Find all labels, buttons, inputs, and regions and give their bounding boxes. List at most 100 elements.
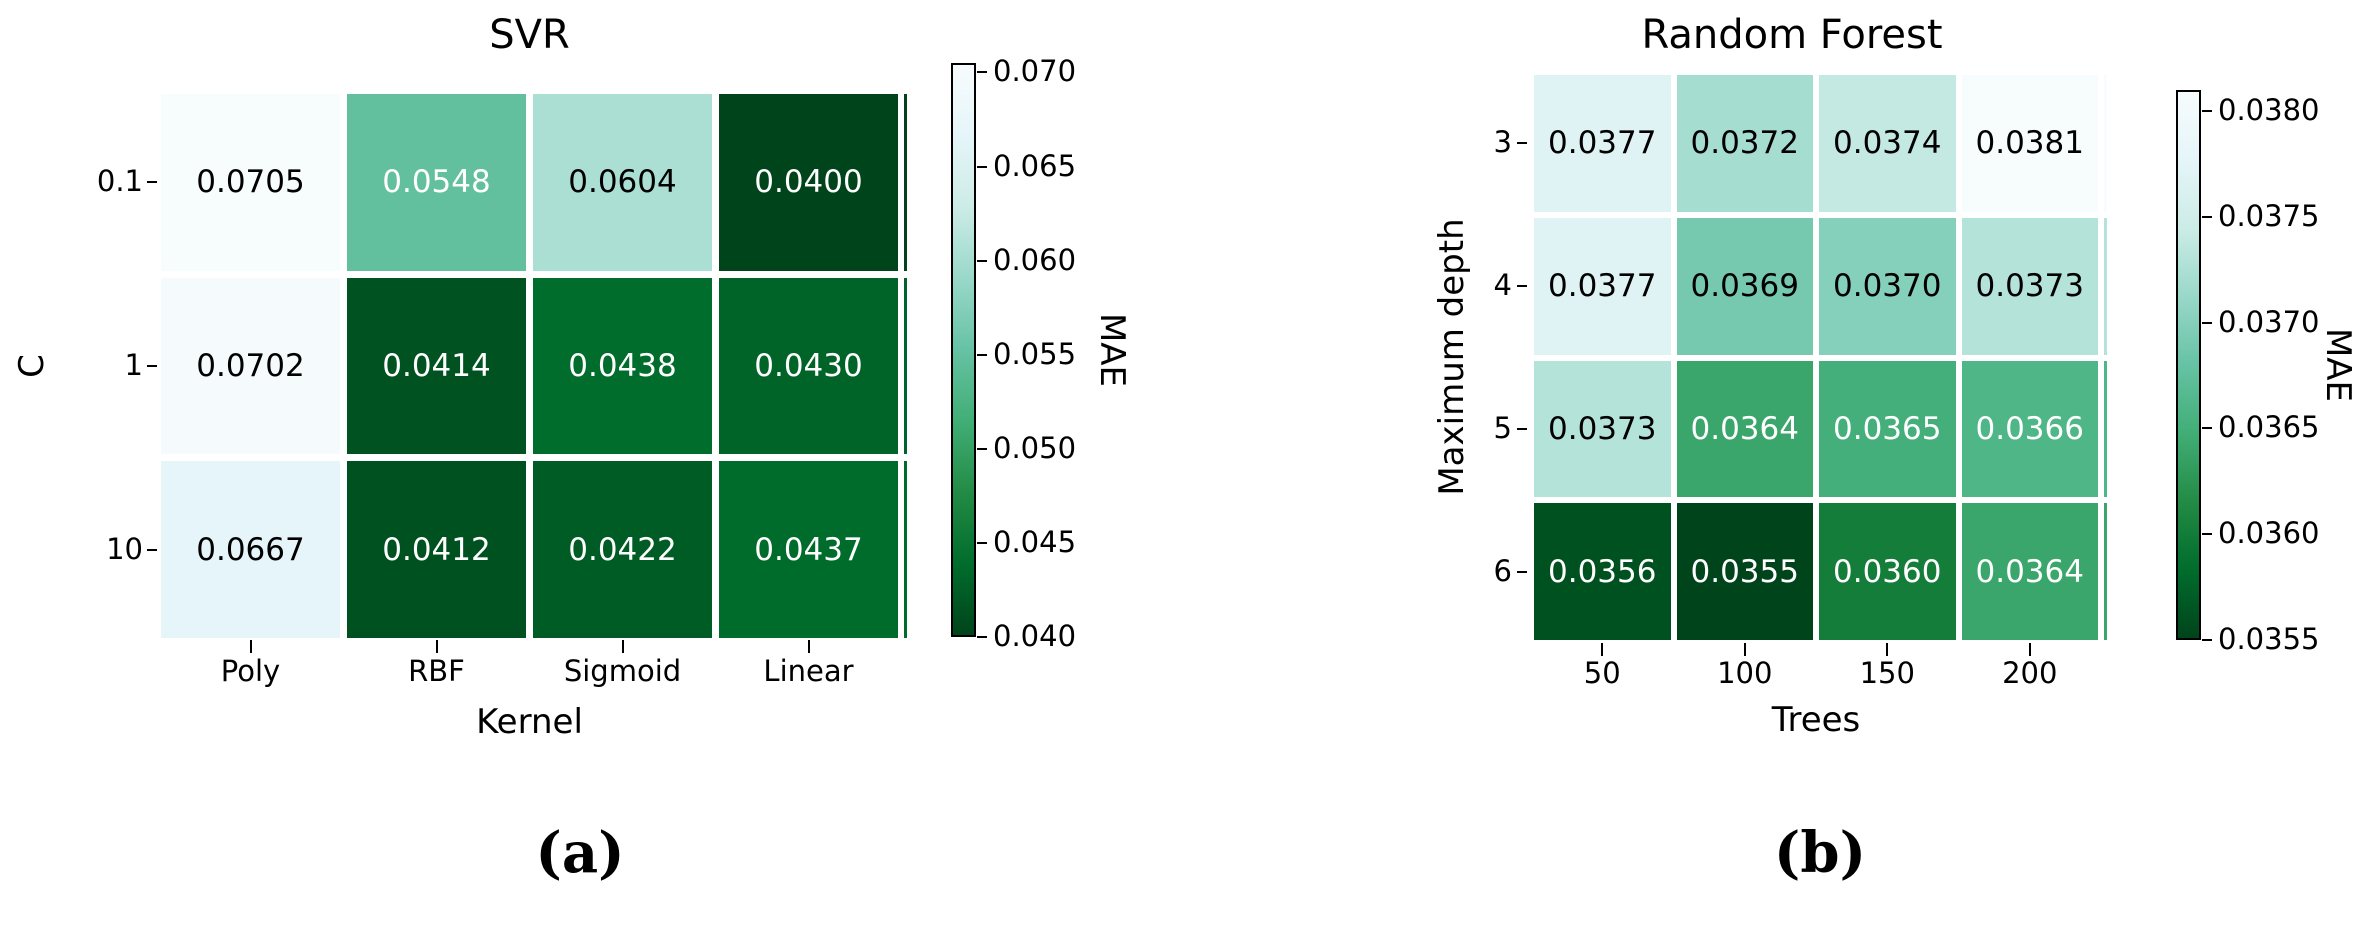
cell-value: 0.0364 bbox=[1975, 553, 2084, 590]
colorbar-tick-mark bbox=[2202, 533, 2212, 536]
colorbar-tick-label: 0.060 bbox=[993, 242, 1077, 277]
heatmap-cell: 0.0366 bbox=[1961, 360, 2098, 498]
x-tick-label: Poly bbox=[220, 654, 281, 688]
cell-value: 0.0381 bbox=[1975, 125, 2084, 162]
x-tick-mark bbox=[807, 640, 810, 653]
cell-value: 0.0548 bbox=[382, 164, 491, 201]
y-tick-label: 6 bbox=[1493, 553, 1512, 588]
heatmap-cell: 0.0365 bbox=[1819, 360, 1956, 498]
svr-heatmap: 0.0705 0.0548 0.0604 0.0400 0.0702 0.0414 0.04… bbox=[161, 94, 898, 638]
y-tick-mark bbox=[147, 365, 157, 367]
heatmap-cell: 0.0364 bbox=[1676, 360, 1813, 498]
colorbar-tick-label: 0.0375 bbox=[2218, 198, 2320, 233]
x-tick-label: 50 bbox=[1583, 656, 1621, 690]
x-tick-label: 200 bbox=[2002, 656, 2058, 690]
colorbar-tick-label: 0.055 bbox=[993, 336, 1077, 371]
random-forest-title: Random Forest bbox=[1641, 12, 1943, 58]
cell-value: 0.0604 bbox=[568, 164, 677, 201]
x-tick-label: 100 bbox=[1717, 656, 1773, 690]
svr-x-axis-label: Kernel bbox=[476, 702, 583, 742]
y-tick-label: 10 bbox=[106, 531, 143, 566]
cell-value: 0.0702 bbox=[196, 347, 305, 384]
colorbar-tick-label: 0.0365 bbox=[2218, 410, 2320, 445]
colorbar-tick-label: 0.0380 bbox=[2218, 93, 2320, 128]
sliver-segment bbox=[2104, 503, 2107, 640]
cell-value: 0.0374 bbox=[1833, 125, 1942, 162]
cell-value: 0.0373 bbox=[1548, 410, 1657, 447]
cell-value: 0.0355 bbox=[1690, 553, 1799, 590]
colorbar-tick-mark bbox=[977, 71, 987, 74]
y-tick-mark bbox=[1517, 427, 1527, 430]
svr-heatmap-edge-sliver bbox=[904, 94, 907, 638]
subfigure-a-caption: (a) bbox=[535, 820, 625, 886]
cell-value: 0.0364 bbox=[1690, 410, 1799, 447]
colorbar-tick-mark bbox=[977, 165, 987, 168]
x-tick-mark bbox=[435, 640, 438, 653]
heatmap-cell: 0.0412 bbox=[347, 461, 526, 638]
heatmap-cell: 0.0604 bbox=[533, 94, 712, 271]
cell-value: 0.0705 bbox=[196, 164, 305, 201]
cell-value: 0.0667 bbox=[196, 531, 305, 568]
colorbar-tick-label: 0.0370 bbox=[2218, 304, 2320, 339]
heatmap-cell: 0.0373 bbox=[1961, 217, 2098, 355]
y-tick-label: 3 bbox=[1493, 125, 1512, 160]
x-tick-mark bbox=[1886, 643, 1889, 656]
heatmap-cell: 0.0548 bbox=[347, 94, 526, 271]
heatmap-cell: 0.0430 bbox=[719, 277, 898, 455]
cell-value: 0.0356 bbox=[1548, 553, 1657, 590]
heatmap-cell: 0.0377 bbox=[1534, 75, 1671, 212]
sliver-segment bbox=[904, 277, 907, 455]
y-tick-mark bbox=[1517, 285, 1527, 288]
random-forest-heatmap-edge-sliver bbox=[2104, 75, 2107, 640]
heatmap-cell: 0.0355 bbox=[1676, 503, 1813, 640]
cell-value: 0.0400 bbox=[754, 164, 863, 201]
heatmap-cell: 0.0422 bbox=[533, 461, 712, 638]
heatmap-cell: 0.0438 bbox=[533, 277, 712, 455]
cell-value: 0.0430 bbox=[754, 347, 863, 384]
sliver-segment bbox=[904, 461, 907, 638]
cell-value: 0.0377 bbox=[1548, 268, 1657, 305]
cell-value: 0.0412 bbox=[382, 531, 491, 568]
cell-value: 0.0414 bbox=[382, 347, 491, 384]
colorbar-tick-label: 0.045 bbox=[993, 524, 1077, 559]
colorbar-tick-mark bbox=[977, 541, 987, 544]
random-forest-colorbar-label: MAE bbox=[2318, 327, 2358, 403]
sliver-segment bbox=[2104, 75, 2107, 212]
heatmap-cell: 0.0369 bbox=[1676, 217, 1813, 355]
cell-value: 0.0370 bbox=[1833, 268, 1942, 305]
heatmap-cell: 0.0373 bbox=[1534, 360, 1671, 498]
heatmap-cell: 0.0360 bbox=[1819, 503, 1956, 640]
y-tick-mark bbox=[1517, 142, 1527, 145]
x-tick-mark bbox=[2028, 643, 2031, 656]
random-forest-colorbar bbox=[2176, 90, 2201, 640]
x-tick-label: 150 bbox=[1859, 656, 1915, 690]
cell-value: 0.0377 bbox=[1548, 125, 1657, 162]
cell-value: 0.0372 bbox=[1690, 125, 1799, 162]
colorbar-tick-label: 0.065 bbox=[993, 148, 1077, 183]
heatmap-cell: 0.0400 bbox=[719, 94, 898, 271]
y-tick-label: 4 bbox=[1493, 268, 1512, 303]
sliver-segment bbox=[2104, 217, 2107, 355]
colorbar-tick-mark bbox=[2202, 321, 2212, 324]
colorbar-tick-label: 0.0355 bbox=[2218, 622, 2320, 656]
x-tick-mark bbox=[1743, 643, 1746, 656]
cell-value: 0.0366 bbox=[1975, 410, 2084, 447]
heatmap-cell: 0.0372 bbox=[1676, 75, 1813, 212]
colorbar-tick-mark bbox=[977, 353, 987, 356]
colorbar-tick-label: 0.040 bbox=[993, 619, 1077, 653]
heatmap-cell: 0.0702 bbox=[161, 277, 340, 455]
cell-value: 0.0373 bbox=[1975, 268, 2084, 305]
colorbar-tick-mark bbox=[2202, 215, 2212, 218]
x-tick-mark bbox=[249, 640, 252, 653]
heatmap-cell: 0.0381 bbox=[1961, 75, 2098, 212]
heatmap-cell: 0.0414 bbox=[347, 277, 526, 455]
heatmap-cell: 0.0370 bbox=[1819, 217, 1956, 355]
colorbar-tick-mark bbox=[2202, 427, 2212, 430]
sliver-segment bbox=[904, 94, 907, 271]
y-tick-mark bbox=[147, 548, 157, 551]
svr-colorbar bbox=[951, 63, 976, 637]
x-tick-label: RBF bbox=[408, 654, 465, 688]
heatmap-cell: 0.0437 bbox=[719, 461, 898, 638]
x-tick-mark bbox=[1601, 643, 1604, 656]
